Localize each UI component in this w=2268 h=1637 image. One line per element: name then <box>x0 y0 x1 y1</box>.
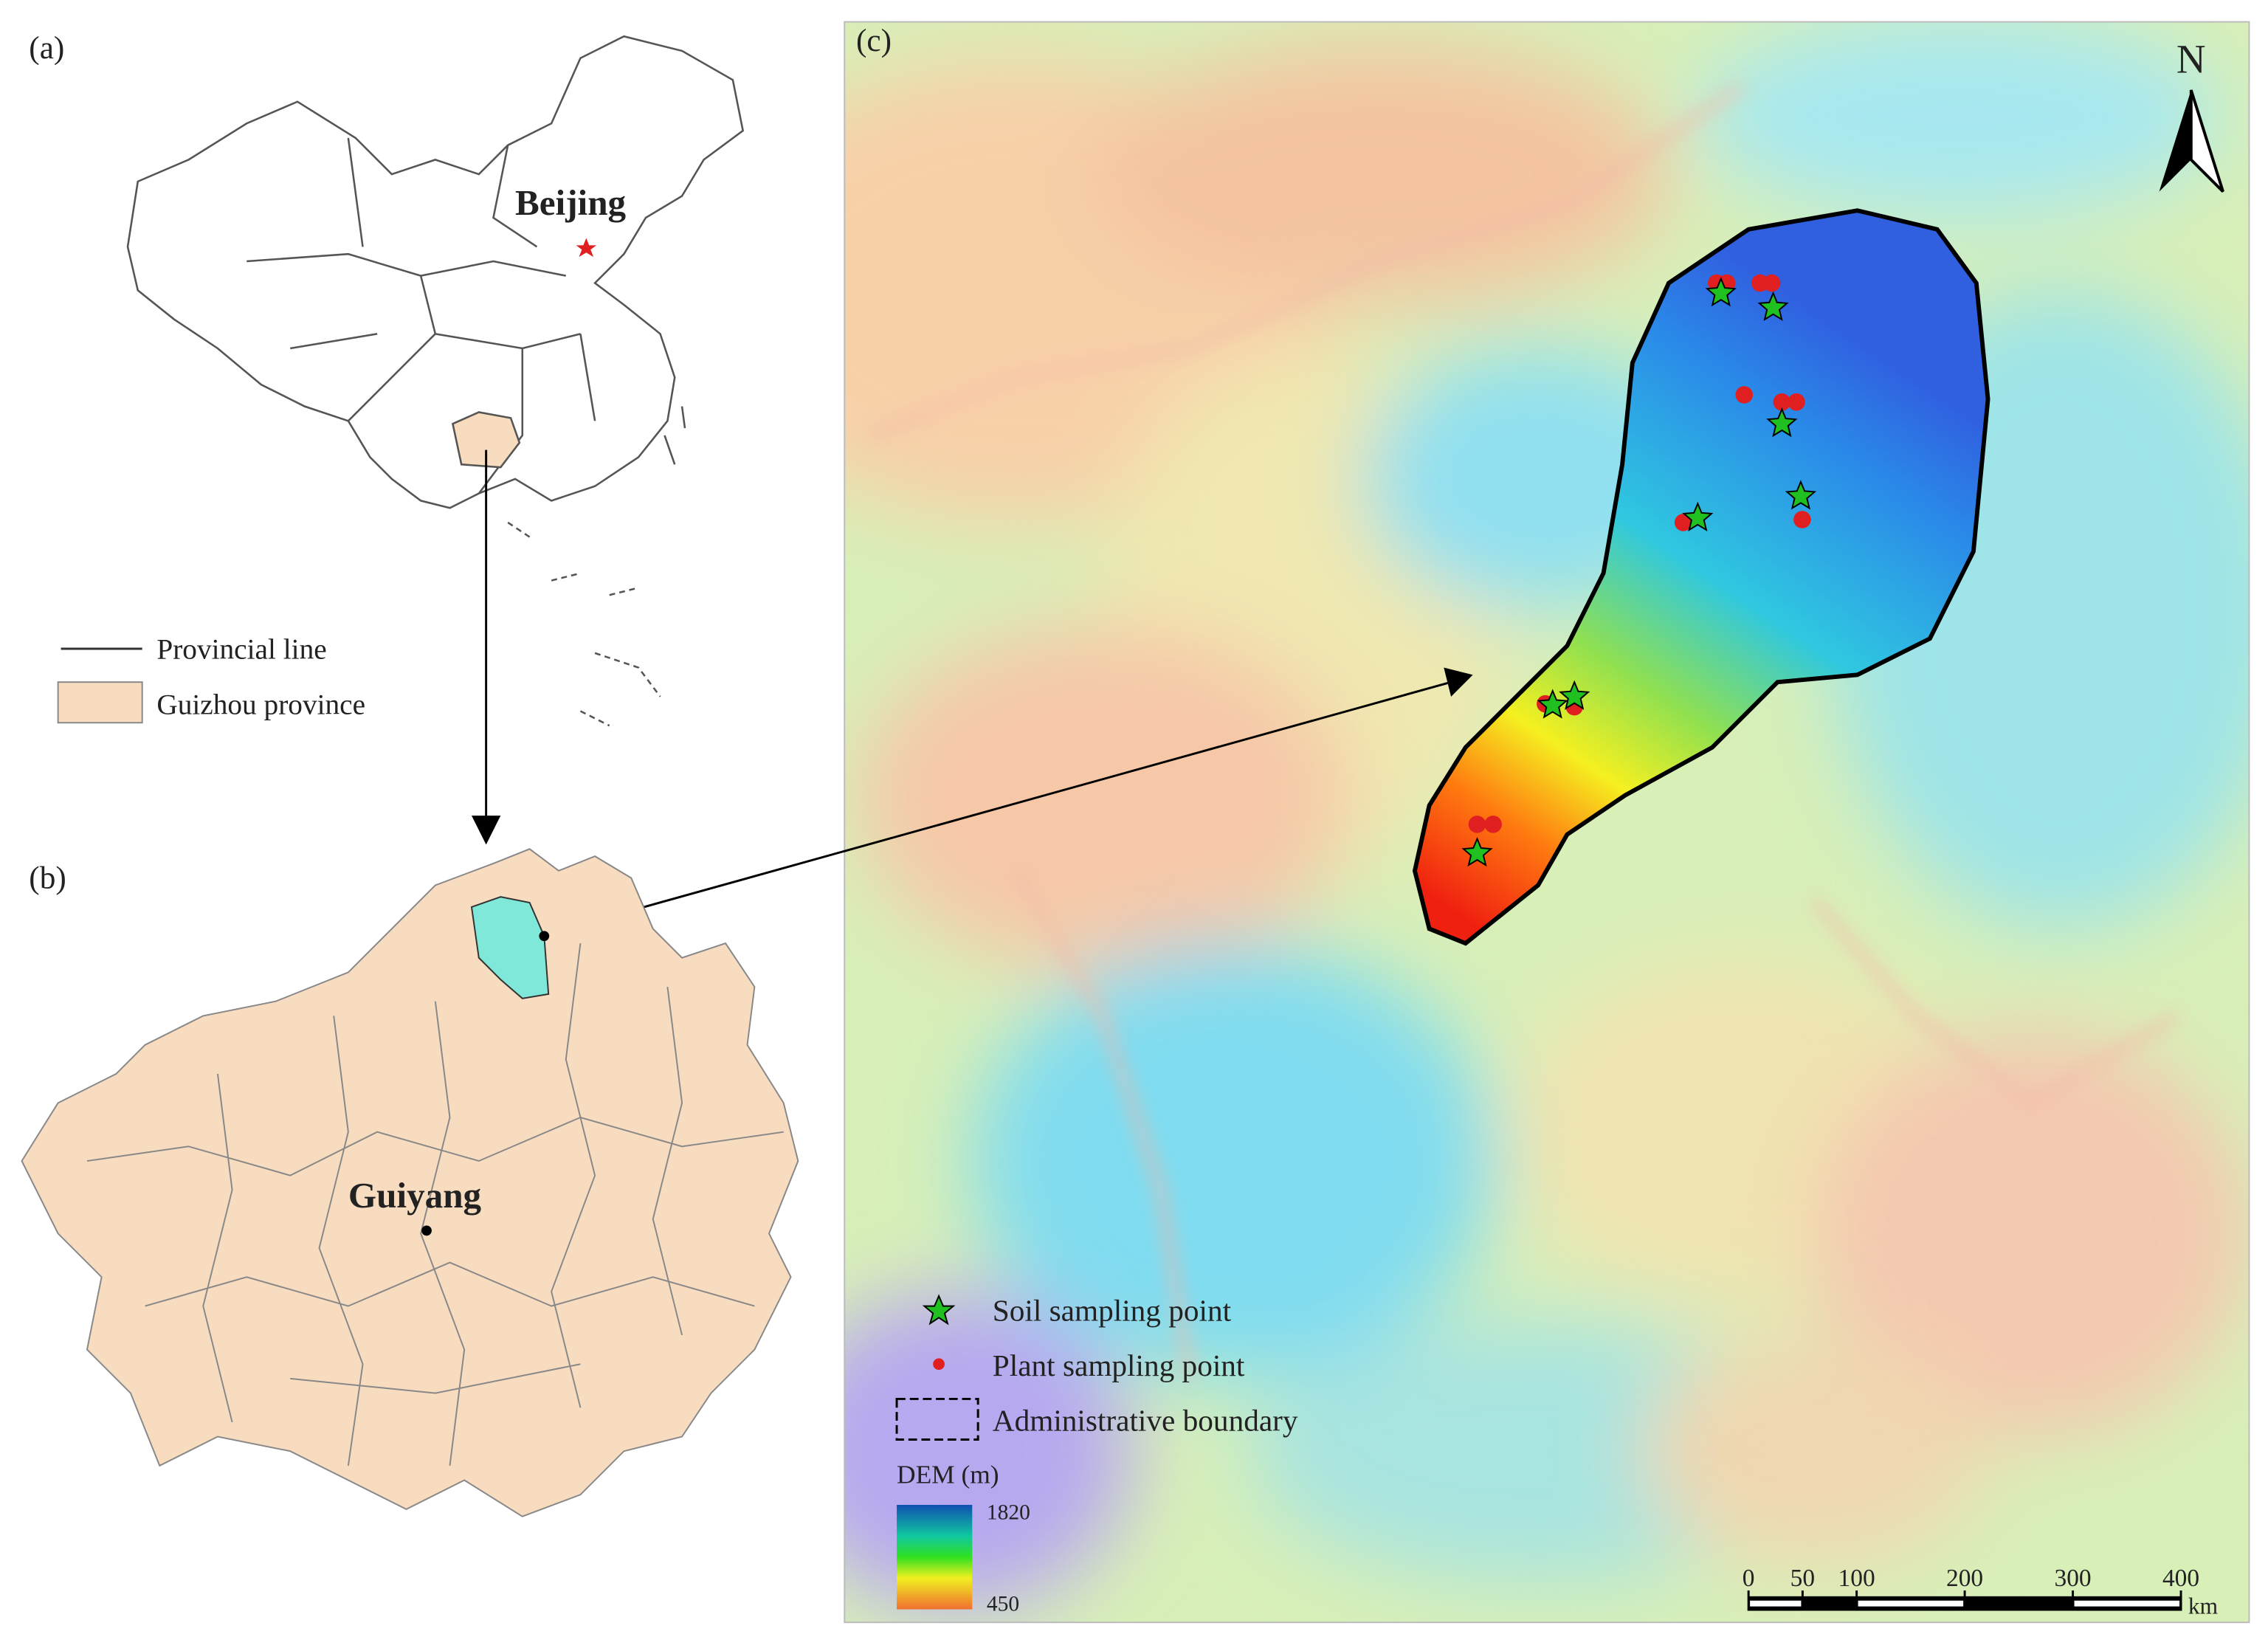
scale-segment <box>1750 1600 1802 1607</box>
north-label: N <box>2176 36 2206 81</box>
plant-point <box>1674 514 1692 531</box>
plant-point <box>1788 393 1805 411</box>
plant-point <box>1762 274 1781 292</box>
dem-background <box>844 21 2250 1623</box>
study-area <box>1412 208 1990 946</box>
plant-point <box>1773 393 1791 411</box>
scale-label: 50 <box>1790 1565 1815 1592</box>
dem-colorbar <box>897 1504 973 1610</box>
soil-point <box>1559 680 1590 710</box>
legend-plant: Plant sampling point <box>993 1348 1245 1382</box>
scale-label: 100 <box>1838 1565 1875 1592</box>
scale-label: 300 <box>2055 1565 2092 1592</box>
legend-line: Provincial line <box>156 633 326 666</box>
city-label: Guiyang <box>348 1175 482 1216</box>
soil-point <box>1461 836 1493 867</box>
soil-point <box>1766 407 1798 438</box>
panel-label: (a) <box>29 30 64 66</box>
plant-point <box>1793 511 1811 528</box>
panel-label: (c) <box>856 23 892 58</box>
north-arrow: N <box>2159 36 2224 193</box>
soil-point <box>1682 501 1714 531</box>
dem-title: DEM (m) <box>897 1459 999 1489</box>
plant-point <box>1735 386 1754 404</box>
legend-boundary: Administrative boundary <box>993 1404 1298 1438</box>
scale-label: 400 <box>2162 1565 2199 1592</box>
dem-min: 450 <box>987 1592 1019 1616</box>
china-map <box>126 35 745 727</box>
legend: Soil sampling point Plant sampling point… <box>895 1293 1298 1616</box>
guizhou-map <box>21 848 799 1517</box>
panel-label: (b) <box>29 860 66 895</box>
scale-unit: km <box>2188 1593 2218 1619</box>
soil-point <box>1757 291 1789 321</box>
plant-point <box>1484 816 1502 833</box>
soil-point <box>1537 689 1568 719</box>
panel-frame <box>844 21 2250 1624</box>
scale-label: 200 <box>1946 1565 1983 1592</box>
soil-point <box>1785 480 1817 510</box>
scale-segment <box>2074 1600 2180 1607</box>
dem-max: 1820 <box>987 1501 1030 1525</box>
soil-point <box>1705 277 1737 307</box>
legend-soil: Soil sampling point <box>993 1293 1232 1327</box>
legend-fill: Guizhou province <box>156 688 365 720</box>
plant-point <box>1468 816 1486 833</box>
scale-segment <box>1858 1600 1964 1607</box>
city-label: Beijing <box>515 182 627 223</box>
sampling-points <box>1461 274 1817 867</box>
scale-label: 0 <box>1743 1565 1755 1592</box>
